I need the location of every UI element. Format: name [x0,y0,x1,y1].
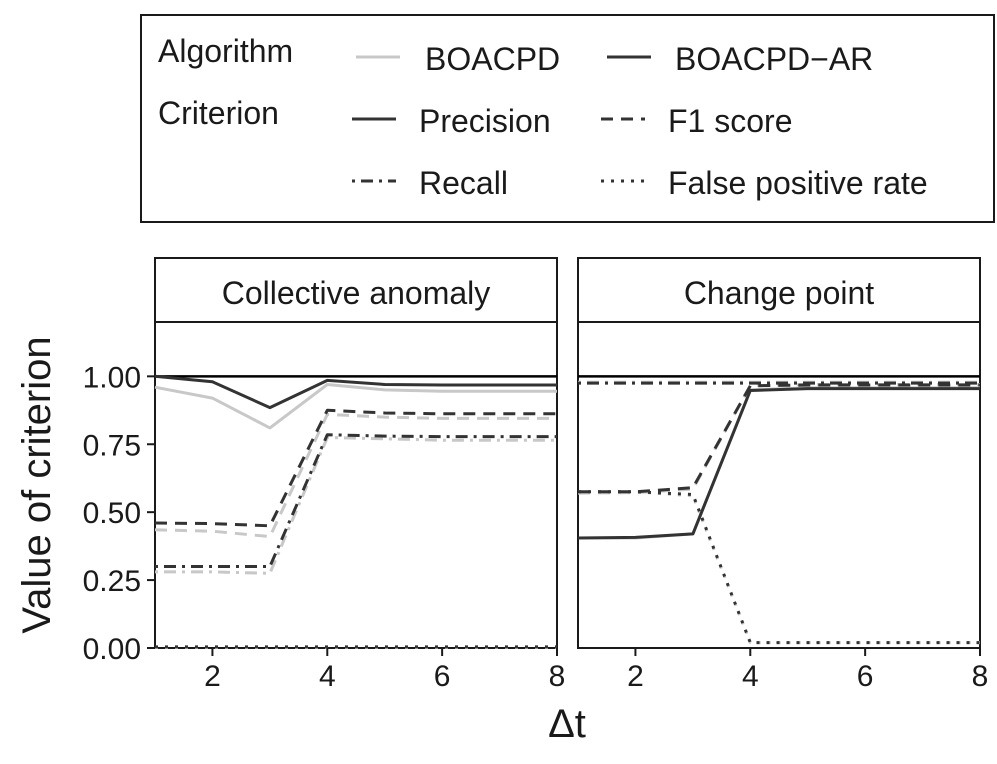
y-tick-label: 1.00 [83,361,141,394]
panel-strip [154,257,558,323]
x-tick-label: 6 [857,660,874,693]
series-line-boacpd-ar-precision [577,387,980,540]
x-tick-label: 2 [627,660,644,693]
legend: Algorithm Criterion BOACPD BOACPD−AR Pre… [140,14,995,223]
series-line-boacpd-ar-precision [154,374,557,410]
x-tick-label: 8 [549,660,566,693]
legend-label-boacpd-ar: BOACPD−AR [675,41,873,77]
panel-strip [577,257,981,323]
legend-title-algorithm: Algorithm [158,33,293,69]
y-tick-label: 0.50 [83,497,141,530]
legend-box [140,14,995,223]
x-axis: 2 4 6 8 [204,648,565,693]
x-axis: 2 4 6 8 [627,648,988,693]
panel-title: Change point [684,275,874,311]
series-line-boacpd-ar-false-positive-rate [578,490,980,645]
legend-label-false-positive-rate: False positive rate [668,165,928,201]
y-axis: 0.00 0.25 0.50 0.75 1.00 [83,361,155,666]
legend-label-recall: Recall [419,165,508,201]
plot-area [154,321,558,649]
series-line-boacpd-ar-f1-score [154,408,557,528]
x-axis-title: Δt [548,702,586,746]
legend-label-precision: Precision [419,103,551,139]
y-axis-title: Value of criterion [15,336,59,633]
panel-change-point: Change point 2 4 6 8 [577,257,988,693]
plot-area [577,321,981,649]
series-line-boacpd-ar-recall [155,433,557,568]
y-tick-label: 0.25 [83,565,141,598]
series-layer [154,374,557,649]
x-tick-label: 4 [319,660,336,693]
series-line-boacpd-recall [155,436,557,575]
y-tick-label: 0.00 [83,633,141,666]
series-line-boacpd-ar-f1-score [578,383,980,494]
legend-title-criterion: Criterion [158,95,279,131]
y-tick-label: 0.75 [83,429,141,462]
legend-label-f1-score: F1 score [668,103,792,139]
series-line-boacpd-precision [154,383,557,430]
legend-label-boacpd: BOACPD [425,41,560,77]
panel-collective-anomaly: Collective anomaly 2 4 6 8 0.00 0.25 0.50 0.75… [83,257,565,693]
x-tick-label: 8 [972,660,989,693]
panel-title: Collective anomaly [222,275,491,311]
x-tick-label: 4 [742,660,759,693]
series-line-boacpd-f1-score [154,412,557,539]
series-layer [577,375,980,645]
x-tick-label: 2 [204,660,221,693]
x-tick-label: 6 [434,660,451,693]
